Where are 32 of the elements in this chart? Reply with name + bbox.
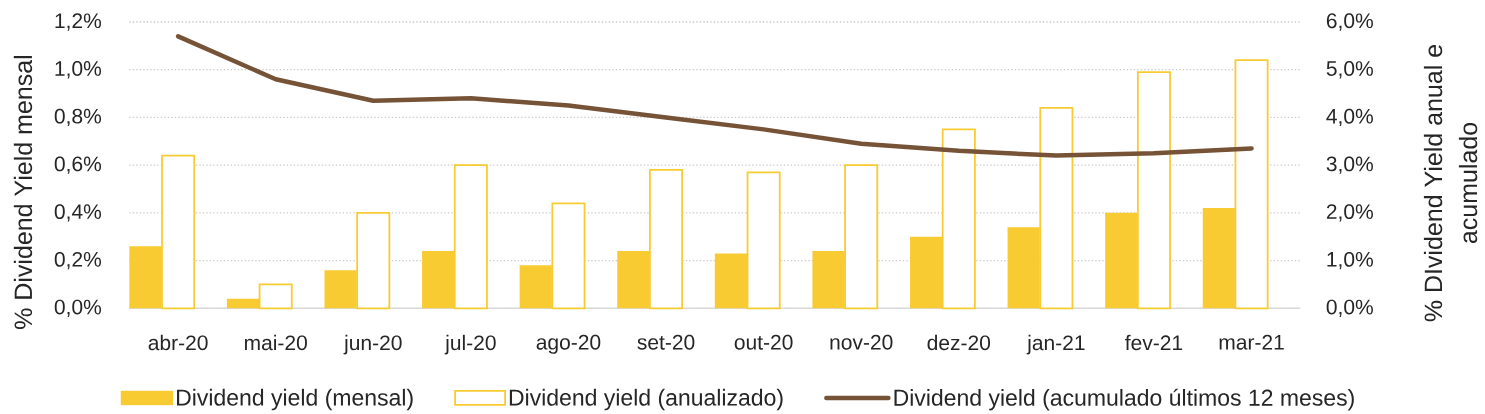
y-axis-title: % Dividend Yield mensal: [13, 56, 33, 329]
legend-label: Dividend yield (mensal): [177, 388, 413, 411]
y-tick-label: 0,2%: [54, 251, 102, 270]
legend-label: Dividend yield (anualizado): [509, 388, 783, 411]
y2-axis-title: % DIvidend Yield anual e acumulado: [1423, 44, 1478, 322]
y-tick-label: 0,8%: [54, 108, 102, 127]
x-tick-label: mar-21: [1219, 334, 1284, 350]
x-tick-label: nov-20: [830, 334, 893, 350]
y-tick-label: 0,6%: [54, 156, 102, 174]
x-tick-label: mai-20: [244, 334, 307, 351]
x-tick-label: abr-20: [148, 334, 208, 351]
y-tick-label: 0,4%: [54, 204, 102, 222]
x-tick-label: jul-20: [444, 334, 496, 355]
y2-tick-label: 4,0%: [1326, 108, 1373, 127]
y-tick-label: 0,0%: [54, 299, 102, 317]
x-tick-label: jun-20: [343, 334, 402, 355]
y2-tick-label: 5,0%: [1326, 61, 1373, 79]
y2-tick-label: 1,0%: [1327, 251, 1373, 270]
x-tick-label: jan-21: [1026, 334, 1085, 355]
x-tick-label: out-20: [734, 334, 793, 350]
y-tick-label: 1,2%: [55, 13, 102, 31]
y2-tick-label: 0,0%: [1326, 299, 1373, 317]
line-series: [175, 34, 1254, 158]
y2-tick-label: 3,0%: [1326, 156, 1373, 174]
y-tick-label: 1,0%: [55, 61, 102, 79]
y2-tick-label: 2,0%: [1326, 204, 1373, 222]
y2-tick-label: 6,0%: [1326, 13, 1373, 31]
x-tick-label: dez-20: [927, 334, 991, 351]
x-tick-label: fev-21: [1125, 334, 1183, 351]
x-tick-label: ago-20: [536, 334, 601, 354]
legend-label: Dividend yield (acumulado últimos 12 meses): [894, 388, 1354, 411]
x-tick-label: set-20: [637, 334, 695, 350]
